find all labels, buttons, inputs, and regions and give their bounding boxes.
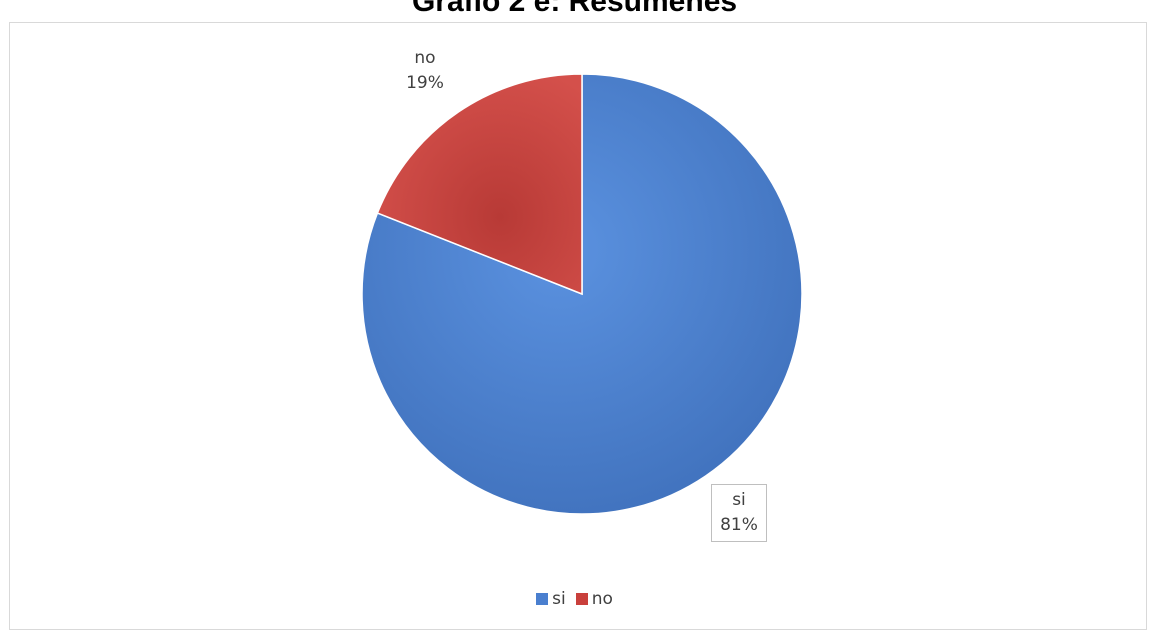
data-label-si-value: 81% [720, 515, 758, 535]
pie-slice-no [376, 73, 583, 296]
legend-swatch-si [536, 593, 549, 605]
chart-title: Grafio 2 e: Resúmenes [411, 0, 738, 18]
chart-legend: si no [0, 589, 1149, 609]
legend-swatch-no [575, 593, 588, 605]
legend-item-si: si [536, 589, 566, 609]
data-label-si-category: si [732, 490, 746, 510]
data-label-no-value: 19% [406, 73, 444, 93]
data-label-no: no 19% [395, 46, 455, 96]
data-label-no-category: no [414, 48, 436, 68]
legend-label-si: si [552, 589, 566, 609]
data-label-si: si 81% [711, 484, 767, 542]
legend-item-no: no [575, 589, 613, 609]
legend-label-no: no [591, 589, 613, 609]
